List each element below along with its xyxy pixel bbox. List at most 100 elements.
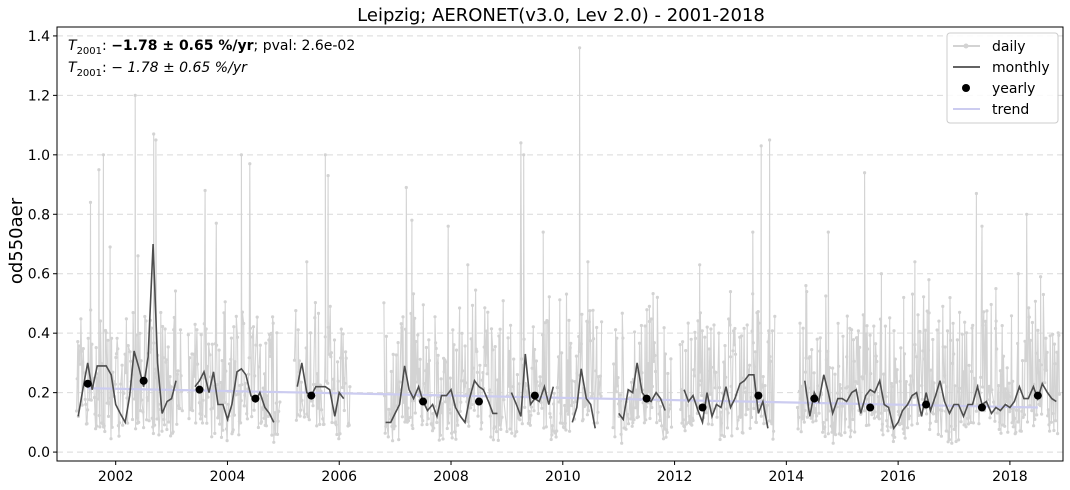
daily-point [475, 349, 479, 354]
daily-point [344, 350, 348, 354]
daily-point [447, 407, 451, 412]
daily-point [196, 362, 200, 366]
daily-point [458, 409, 462, 413]
daily-point [229, 336, 233, 340]
daily-point [498, 327, 502, 331]
daily-line-segment [612, 293, 673, 444]
daily-point [306, 415, 310, 419]
daily-point [146, 398, 150, 402]
daily-point [433, 315, 437, 319]
daily-point [89, 308, 93, 312]
daily-point [202, 376, 206, 380]
daily-point [194, 349, 198, 353]
daily-point [598, 374, 603, 378]
daily-point [766, 340, 770, 344]
daily-point [570, 379, 574, 383]
daily-point [681, 418, 685, 422]
daily-point [617, 402, 621, 406]
daily-point [327, 352, 331, 356]
daily-point [172, 315, 176, 320]
daily-point [944, 409, 948, 413]
daily-point [890, 385, 894, 389]
monthly-line-segment [77, 243, 177, 425]
daily-point [334, 423, 338, 427]
daily-point [746, 407, 750, 411]
y-tick-label: 1.0 [28, 148, 50, 164]
daily-point [108, 396, 112, 400]
daily-point [980, 224, 984, 228]
daily-point [118, 421, 122, 425]
daily-point [885, 419, 889, 423]
daily-point [732, 343, 736, 347]
daily-point [267, 338, 271, 342]
daily-point [958, 400, 963, 404]
daily-point [488, 414, 492, 418]
daily-point [486, 310, 490, 314]
daily-point [84, 402, 88, 406]
daily-point [292, 358, 297, 362]
daily-point [596, 410, 600, 414]
daily-point [863, 171, 867, 175]
daily-point [741, 376, 746, 380]
daily-point [460, 331, 464, 335]
daily-point [564, 292, 569, 296]
daily-point [1027, 306, 1031, 310]
daily-point [552, 402, 556, 406]
daily-point [770, 329, 775, 333]
daily-point [343, 381, 347, 385]
daily-point [542, 426, 546, 430]
daily-point [866, 397, 870, 401]
daily-point [1043, 381, 1047, 385]
daily-point [409, 311, 413, 316]
daily-point [618, 393, 622, 397]
daily-point [78, 362, 82, 366]
daily-point [556, 355, 561, 359]
daily-point [653, 369, 658, 374]
daily-point [506, 336, 510, 340]
daily-point [240, 383, 244, 387]
daily-point [340, 385, 345, 390]
daily-point [979, 375, 983, 379]
daily-point [119, 382, 123, 386]
daily-point [382, 301, 386, 305]
daily-point [393, 424, 397, 428]
daily-point [210, 342, 214, 346]
daily-point [745, 404, 749, 408]
daily-point [765, 403, 770, 407]
daily-point [530, 366, 534, 370]
daily-point [964, 425, 968, 429]
daily-point [904, 380, 908, 384]
daily-point [247, 372, 251, 376]
daily-point [904, 382, 908, 386]
daily-point [1027, 315, 1031, 319]
daily-point [317, 406, 321, 410]
daily-point [114, 355, 118, 360]
daily-point [740, 334, 744, 338]
daily-point [1020, 409, 1024, 413]
legend-yearly-marker [962, 84, 970, 92]
daily-point [668, 403, 672, 407]
daily-point [845, 355, 849, 359]
daily-point [454, 437, 458, 441]
daily-point [620, 311, 624, 315]
daily-point [826, 230, 830, 234]
daily-point [1048, 429, 1052, 433]
daily-point [647, 390, 651, 394]
daily-point [191, 409, 195, 413]
daily-point [615, 384, 620, 388]
daily-point [940, 409, 944, 413]
daily-point [949, 424, 953, 428]
daily-point [443, 400, 447, 404]
daily-point [276, 419, 280, 423]
daily-point [389, 369, 393, 374]
daily-point [261, 407, 265, 411]
daily-point [1016, 341, 1020, 346]
daily-point [539, 400, 543, 405]
daily-point [1052, 342, 1057, 346]
daily-point [262, 416, 266, 420]
daily-point [116, 347, 120, 351]
daily-point [124, 317, 128, 321]
daily-point [827, 409, 831, 413]
daily-point [1016, 272, 1020, 276]
daily-point [140, 398, 144, 402]
